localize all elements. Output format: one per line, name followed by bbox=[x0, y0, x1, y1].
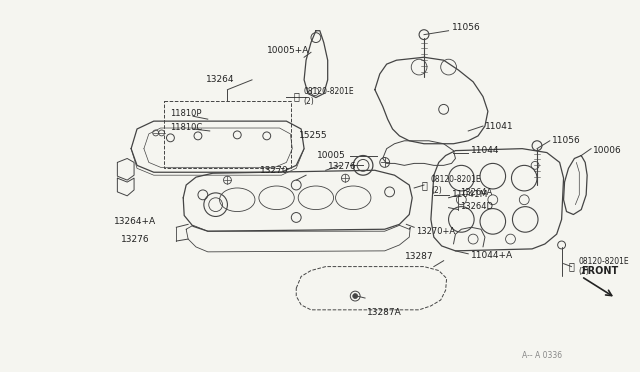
Bar bbox=[164, 102, 291, 168]
Text: 13264A: 13264A bbox=[460, 188, 493, 198]
Text: 13264D: 13264D bbox=[460, 202, 493, 211]
Text: A-- A 0336: A-- A 0336 bbox=[522, 350, 563, 360]
Text: 13276: 13276 bbox=[328, 162, 356, 171]
Text: 11056: 11056 bbox=[552, 136, 580, 145]
Text: 10005+A: 10005+A bbox=[267, 46, 309, 55]
Text: 11056: 11056 bbox=[452, 23, 480, 32]
Text: Ⓑ: Ⓑ bbox=[421, 180, 427, 190]
Text: 13287A: 13287A bbox=[367, 308, 402, 317]
Text: 11041: 11041 bbox=[485, 122, 513, 131]
Text: 11810P: 11810P bbox=[170, 109, 202, 118]
Text: Ⓑ: Ⓑ bbox=[568, 262, 574, 272]
Text: Ⓑ: Ⓑ bbox=[293, 92, 299, 102]
Text: 11041M: 11041M bbox=[452, 190, 488, 199]
Text: 10005: 10005 bbox=[317, 151, 346, 160]
Text: 13287: 13287 bbox=[405, 252, 434, 261]
Text: 11810C: 11810C bbox=[170, 122, 203, 132]
Text: 11044: 11044 bbox=[471, 146, 500, 155]
Text: 13264: 13264 bbox=[206, 76, 234, 84]
Text: 08120-8201E
(2): 08120-8201E (2) bbox=[303, 87, 354, 106]
Text: 08120-8201E
(2): 08120-8201E (2) bbox=[579, 257, 629, 276]
Text: 08120-8201E
(2): 08120-8201E (2) bbox=[431, 175, 481, 195]
Text: 15255: 15255 bbox=[299, 131, 328, 140]
Text: 13270+A: 13270+A bbox=[416, 227, 455, 236]
Text: 13270: 13270 bbox=[260, 166, 289, 175]
Text: 13264+A: 13264+A bbox=[115, 217, 157, 226]
Text: 10006: 10006 bbox=[593, 146, 622, 155]
Text: 13276: 13276 bbox=[122, 235, 150, 244]
Text: FRONT: FRONT bbox=[581, 266, 618, 276]
Circle shape bbox=[353, 294, 358, 299]
Text: 11044+A: 11044+A bbox=[471, 251, 513, 260]
